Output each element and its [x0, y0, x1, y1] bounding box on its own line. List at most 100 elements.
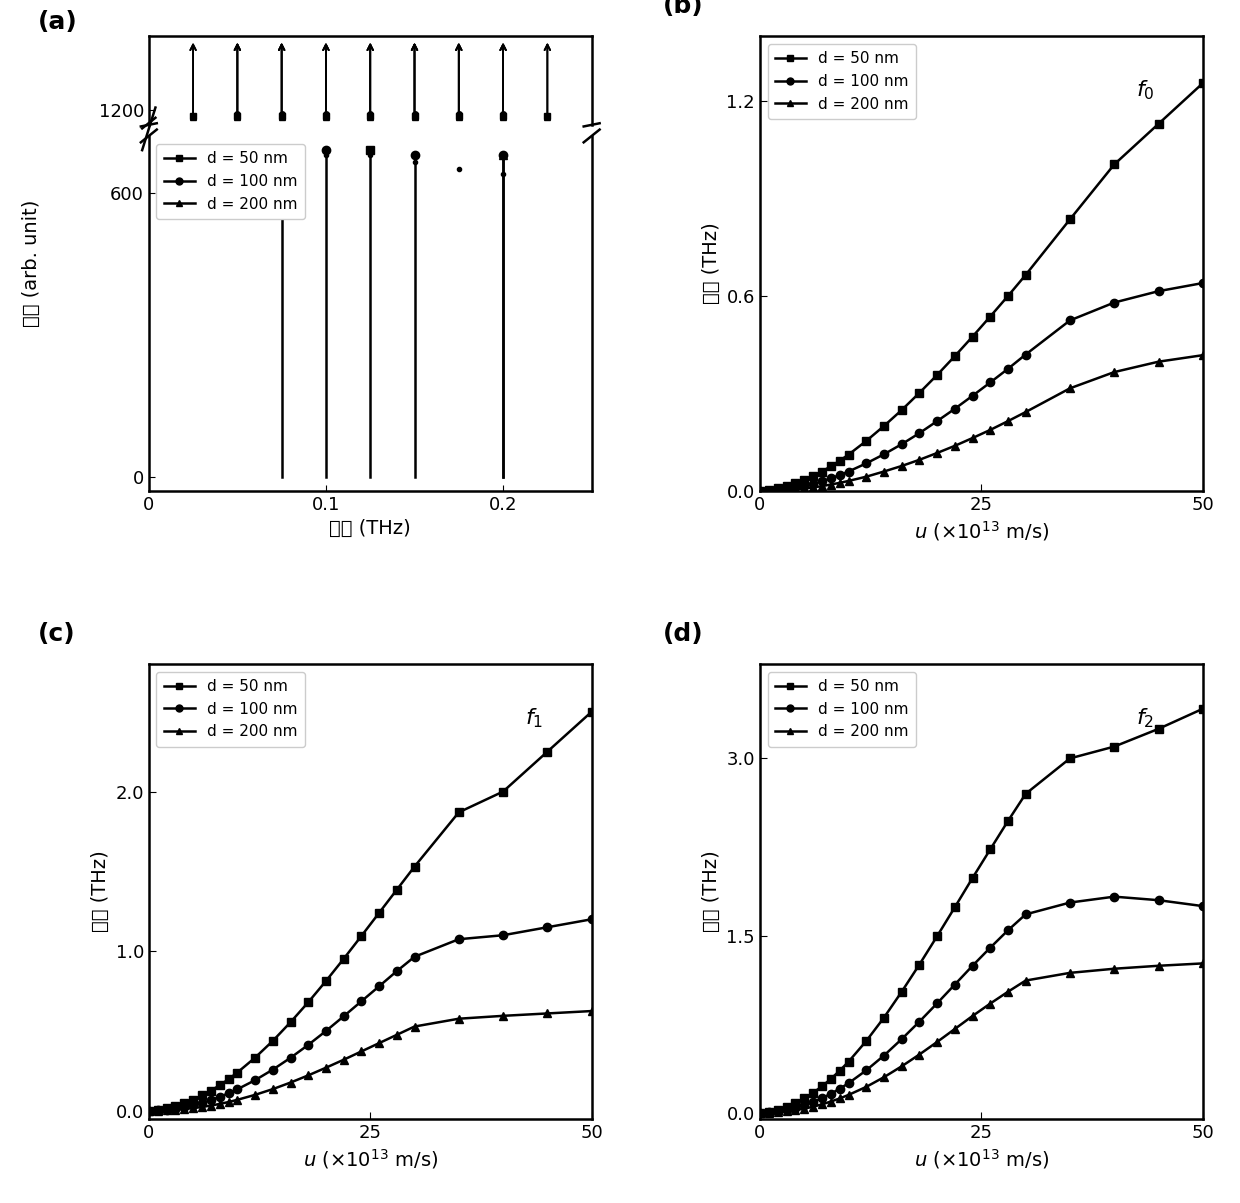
- d = 50 nm: [407, 859, 422, 873]
- d = 200 nm: [389, 1027, 404, 1042]
- d = 100 nm: [806, 476, 821, 491]
- Y-axis label: 频率 (THz): 频率 (THz): [702, 223, 720, 304]
- d = 100 nm: [195, 1096, 210, 1110]
- d = 50 nm: [983, 309, 998, 324]
- d = 100 nm: [930, 414, 945, 428]
- d = 50 nm: [167, 1098, 182, 1113]
- d = 50 nm: [947, 349, 962, 363]
- d = 200 nm: [859, 1079, 874, 1094]
- Line: d = 50 nm: d = 50 nm: [755, 79, 1207, 496]
- d = 100 nm: [186, 1098, 201, 1113]
- d = 50 nm: [451, 805, 466, 819]
- d = 200 nm: [372, 1036, 387, 1050]
- d = 50 nm: [221, 1072, 236, 1086]
- Text: (a): (a): [38, 11, 78, 35]
- d = 50 nm: [797, 473, 812, 487]
- d = 200 nm: [779, 1104, 794, 1119]
- d = 200 nm: [1151, 355, 1166, 369]
- d = 100 nm: [753, 484, 768, 498]
- d = 200 nm: [761, 1106, 776, 1120]
- d = 100 nm: [877, 1048, 892, 1062]
- d = 100 nm: [965, 959, 980, 973]
- d = 100 nm: [832, 468, 847, 482]
- d = 50 nm: [761, 482, 776, 497]
- d = 100 nm: [1018, 907, 1033, 921]
- X-axis label: $u$ ($\times$10$^{13}$ m/s): $u$ ($\times$10$^{13}$ m/s): [914, 520, 1049, 544]
- d = 200 nm: [983, 996, 998, 1011]
- d = 200 nm: [761, 484, 776, 498]
- Legend: d = 50 nm, d = 100 nm, d = 200 nm: d = 50 nm, d = 100 nm, d = 200 nm: [156, 671, 305, 747]
- d = 200 nm: [159, 1103, 174, 1118]
- d = 200 nm: [983, 422, 998, 437]
- d = 200 nm: [283, 1075, 298, 1090]
- d = 50 nm: [212, 1078, 227, 1092]
- d = 100 nm: [815, 474, 830, 488]
- d = 100 nm: [539, 920, 554, 935]
- Line: d = 100 nm: d = 100 nm: [755, 893, 1207, 1118]
- d = 200 nm: [301, 1068, 316, 1083]
- d = 200 nm: [930, 1035, 945, 1049]
- d = 100 nm: [1107, 295, 1122, 309]
- d = 100 nm: [212, 1090, 227, 1104]
- d = 200 nm: [1107, 365, 1122, 379]
- d = 50 nm: [779, 1100, 794, 1114]
- d = 100 nm: [1195, 275, 1210, 290]
- d = 100 nm: [167, 1102, 182, 1116]
- d = 200 nm: [753, 1106, 768, 1120]
- d = 100 nm: [815, 1091, 830, 1106]
- d = 50 nm: [1107, 740, 1122, 754]
- d = 50 nm: [894, 984, 909, 998]
- d = 100 nm: [1151, 893, 1166, 907]
- d = 50 nm: [372, 906, 387, 920]
- d = 200 nm: [167, 1103, 182, 1118]
- d = 100 nm: [407, 949, 422, 964]
- d = 100 nm: [947, 402, 962, 416]
- d = 200 nm: [841, 474, 856, 488]
- d = 100 nm: [1063, 313, 1078, 327]
- d = 200 nm: [584, 1003, 599, 1018]
- d = 100 nm: [894, 437, 909, 451]
- d = 200 nm: [150, 1103, 165, 1118]
- d = 100 nm: [877, 448, 892, 462]
- d = 200 nm: [141, 1103, 156, 1118]
- d = 50 nm: [389, 883, 404, 897]
- d = 200 nm: [911, 452, 926, 467]
- d = 100 nm: [841, 1075, 856, 1090]
- d = 50 nm: [1018, 268, 1033, 283]
- d = 100 nm: [965, 389, 980, 403]
- d = 50 nm: [283, 1015, 298, 1030]
- Line: d = 50 nm: d = 50 nm: [755, 705, 1207, 1118]
- d = 200 nm: [965, 431, 980, 445]
- d = 100 nm: [779, 482, 794, 497]
- d = 200 nm: [911, 1048, 926, 1062]
- d = 100 nm: [1151, 284, 1166, 298]
- d = 200 nm: [1018, 973, 1033, 988]
- d = 200 nm: [221, 1095, 236, 1109]
- d = 100 nm: [832, 1081, 847, 1096]
- d = 100 nm: [283, 1050, 298, 1065]
- d = 50 nm: [248, 1050, 263, 1065]
- Line: d = 100 nm: d = 100 nm: [145, 915, 596, 1115]
- Line: d = 200 nm: d = 200 nm: [755, 351, 1207, 496]
- d = 200 nm: [407, 1019, 422, 1033]
- d = 200 nm: [1001, 984, 1016, 998]
- Text: $f_0$: $f_0$: [1136, 79, 1154, 102]
- Text: (d): (d): [662, 622, 703, 646]
- d = 100 nm: [911, 1014, 926, 1029]
- d = 100 nm: [1063, 895, 1078, 909]
- d = 50 nm: [797, 1091, 812, 1106]
- d = 100 nm: [753, 1106, 768, 1120]
- d = 100 nm: [389, 964, 404, 978]
- Legend: d = 50 nm, d = 100 nm, d = 200 nm: d = 50 nm, d = 100 nm, d = 200 nm: [768, 43, 916, 119]
- d = 200 nm: [787, 1103, 802, 1118]
- Text: (c): (c): [38, 622, 76, 646]
- d = 100 nm: [983, 941, 998, 955]
- d = 100 nm: [859, 1063, 874, 1078]
- d = 50 nm: [859, 434, 874, 449]
- d = 200 nm: [832, 475, 847, 490]
- d = 100 nm: [911, 426, 926, 440]
- d = 100 nm: [159, 1102, 174, 1116]
- Text: 强度 (arb. unit): 强度 (arb. unit): [21, 200, 41, 327]
- d = 50 nm: [353, 929, 368, 943]
- d = 50 nm: [336, 952, 351, 966]
